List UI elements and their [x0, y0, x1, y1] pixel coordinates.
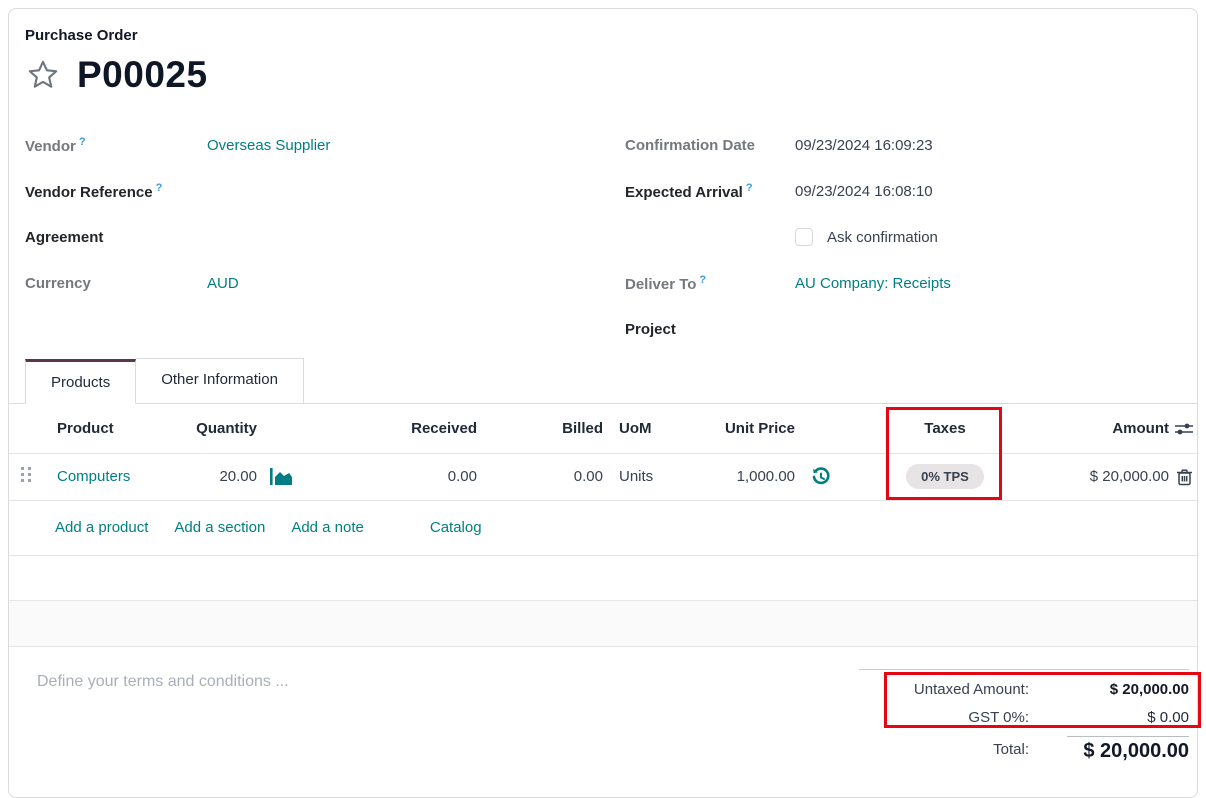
field-column-right: Confirmation Date 09/23/2024 16:09:23 Ex…	[625, 122, 1181, 352]
form-header: Purchase Order P00025	[9, 9, 1197, 96]
col-header-unit-price[interactable]: Unit Price	[699, 404, 795, 454]
deliver-to-value[interactable]: AU Company: Receipts	[795, 274, 951, 292]
table-footer-links-row: Add a product Add a section Add a note C…	[9, 500, 1199, 556]
deliver-to-label: Deliver To?	[625, 273, 707, 293]
terms-and-conditions-input[interactable]: Define your terms and conditions ...	[37, 672, 289, 690]
gst-row: GST 0%: $ 0.00	[859, 704, 1189, 732]
col-header-quantity[interactable]: Quantity	[153, 404, 257, 454]
field-expected-arrival: Expected Arrival? 09/23/2024 16:08:10	[625, 168, 1181, 214]
col-header-billed[interactable]: Billed	[477, 404, 603, 454]
total-value: $ 20,000.00	[1067, 736, 1189, 763]
confirmation-date-value[interactable]: 09/23/2024 16:09:23	[795, 136, 933, 154]
field-column-left: Vendor? Overseas Supplier Vendor Referen…	[25, 122, 625, 352]
field-agreement: Agreement	[25, 214, 625, 260]
tab-strip: Products Other Information	[9, 358, 1197, 404]
billed-cell[interactable]: 0.00	[477, 453, 603, 501]
help-icon: ?	[745, 181, 753, 194]
agreement-label: Agreement	[25, 228, 104, 246]
expected-arrival-label: Expected Arrival?	[625, 181, 753, 201]
catalog-link[interactable]: Catalog	[429, 519, 482, 536]
favorite-star-icon[interactable]	[25, 57, 61, 93]
col-header-taxes[interactable]: Taxes	[847, 404, 1043, 454]
vendor-value[interactable]: Overseas Supplier	[207, 136, 331, 154]
field-group: Vendor? Overseas Supplier Vendor Referen…	[9, 122, 1197, 352]
vendor-reference-label: Vendor Reference?	[25, 181, 163, 201]
help-icon: ?	[78, 135, 86, 148]
uom-cell[interactable]: Units	[603, 453, 699, 501]
confirmation-date-label: Confirmation Date	[625, 136, 756, 154]
delete-row-trash-icon[interactable]	[1176, 468, 1193, 486]
add-a-section-link[interactable]: Add a section	[174, 519, 266, 536]
field-confirmation-date: Confirmation Date 09/23/2024 16:09:23	[625, 122, 1181, 168]
help-icon: ?	[699, 273, 707, 286]
currency-label: Currency	[25, 274, 91, 292]
table-row: Computers 20.00 0.00 0.00 Units 1,000.	[9, 453, 1199, 501]
notebook: Products Other Information Product Quant…	[9, 358, 1199, 768]
empty-space	[9, 555, 1197, 600]
total-row: Total: $ 20,000.00	[859, 732, 1189, 768]
field-deliver-to: Deliver To? AU Company: Receipts	[625, 260, 1181, 306]
drag-handle-icon[interactable]	[9, 466, 31, 483]
gst-label: GST 0%:	[968, 709, 1029, 726]
unit-price-cell[interactable]: 1,000.00	[699, 453, 795, 501]
forecast-chart-icon[interactable]	[270, 468, 292, 486]
order-lines-table: Product Quantity Received Billed UoM Uni…	[9, 404, 1199, 556]
tab-other-information[interactable]: Other Information	[136, 358, 304, 403]
field-project: Project	[625, 306, 1181, 352]
field-ask-confirmation: Ask confirmation	[625, 214, 1181, 260]
add-a-note-link[interactable]: Add a note	[291, 519, 364, 536]
col-header-amount[interactable]: Amount	[1043, 404, 1169, 454]
currency-value[interactable]: AUD	[207, 274, 239, 292]
add-a-product-link[interactable]: Add a product	[55, 519, 149, 536]
field-vendor: Vendor? Overseas Supplier	[25, 122, 625, 168]
notes-and-totals: Define your terms and conditions ... Unt…	[9, 647, 1197, 768]
project-label: Project	[625, 320, 676, 338]
ask-confirmation-label: Ask confirmation	[827, 228, 938, 246]
col-header-received[interactable]: Received	[305, 404, 477, 454]
gst-value: $ 0.00	[1147, 709, 1189, 726]
help-icon: ?	[155, 181, 163, 194]
page-title: P00025	[77, 54, 208, 95]
field-vendor-reference: Vendor Reference?	[25, 168, 625, 214]
totals-block: Untaxed Amount: $ 20,000.00 GST 0%: $ 0.…	[859, 668, 1189, 768]
doc-type-label: Purchase Order	[25, 27, 138, 44]
quantity-cell[interactable]: 20.00	[153, 453, 257, 501]
received-cell[interactable]: 0.00	[305, 453, 477, 501]
ask-confirmation-checkbox[interactable]	[795, 228, 813, 246]
untaxed-amount-label: Untaxed Amount:	[913, 681, 1029, 698]
untaxed-amount-row: Untaxed Amount: $ 20,000.00	[859, 676, 1189, 704]
optional-columns-icon[interactable]	[1174, 421, 1194, 437]
col-header-uom[interactable]: UoM	[603, 404, 699, 454]
field-currency: Currency AUD	[25, 260, 625, 306]
table-header-row: Product Quantity Received Billed UoM Uni…	[9, 404, 1199, 454]
untaxed-amount-value: $ 20,000.00	[1109, 681, 1189, 698]
total-label: Total:	[993, 741, 1029, 758]
price-history-icon[interactable]	[811, 466, 831, 487]
amount-cell: $ 20,000.00	[1043, 453, 1169, 501]
expected-arrival-value[interactable]: 09/23/2024 16:08:10	[795, 182, 933, 200]
section-divider-band	[9, 599, 1197, 647]
tax-tag[interactable]: 0% TPS	[906, 464, 984, 489]
col-header-product[interactable]: Product	[41, 404, 153, 454]
vendor-label: Vendor?	[25, 135, 86, 155]
product-link[interactable]: Computers	[57, 468, 131, 485]
tab-products[interactable]: Products	[25, 359, 137, 404]
purchase-order-sheet: Purchase Order P00025 Vendor? Overseas S…	[8, 8, 1199, 798]
